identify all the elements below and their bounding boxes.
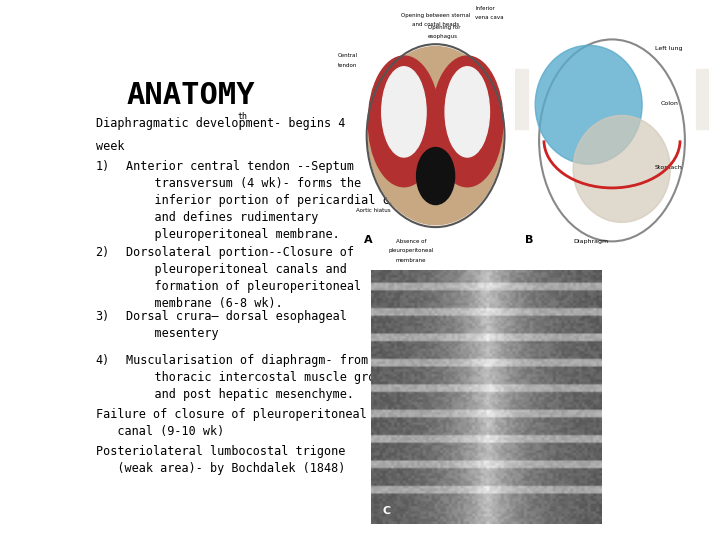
Text: Posteriolateral lumbocostal trigone
   (weak area)- by Bochdalek (1848): Posteriolateral lumbocostal trigone (wea… — [96, 446, 345, 475]
Text: Muscularisation of diaphragm- from
    thoracic intercostal muscle group
    and: Muscularisation of diaphragm- from thora… — [126, 354, 390, 401]
Text: C: C — [382, 505, 390, 516]
Text: Colon: Colon — [661, 101, 678, 106]
Ellipse shape — [573, 116, 670, 222]
Text: Opening between sternal: Opening between sternal — [401, 13, 470, 18]
Text: vena cava: vena cava — [475, 15, 504, 20]
Text: ANATOMY: ANATOMY — [126, 82, 255, 111]
Text: pleuroperitoneal: pleuroperitoneal — [388, 248, 433, 253]
Text: Dorsolateral portion--Closure of
    pleuroperitoneal canals and
    formation o: Dorsolateral portion--Closure of pleurop… — [126, 246, 361, 309]
Text: Dorsal crura– dorsal esophageal
    mesentery: Dorsal crura– dorsal esophageal mesenter… — [126, 310, 347, 340]
Text: Diaphragm: Diaphragm — [573, 239, 608, 244]
Text: Failure of closure of pleuroperitoneal
   canal (9-10 wk): Failure of closure of pleuroperitoneal c… — [96, 408, 366, 438]
Text: tendon: tendon — [338, 63, 357, 68]
Text: Diaphragmatic development- begins 4: Diaphragmatic development- begins 4 — [96, 117, 345, 130]
Text: Anterior central tendon --Septum
    transversum (4 wk)- forms the
    inferior : Anterior central tendon --Septum transve… — [126, 160, 426, 241]
Text: and costal heads: and costal heads — [412, 22, 459, 28]
Ellipse shape — [432, 56, 503, 187]
Text: Aortic hiatus: Aortic hiatus — [356, 208, 391, 213]
Text: week: week — [96, 140, 124, 153]
Ellipse shape — [368, 56, 439, 187]
Text: 3): 3) — [96, 310, 110, 323]
Ellipse shape — [535, 45, 642, 164]
Text: B: B — [524, 234, 533, 245]
Ellipse shape — [445, 67, 490, 157]
Ellipse shape — [368, 46, 503, 225]
Text: Central: Central — [338, 53, 357, 58]
Bar — [505, 69, 528, 129]
Text: Stomach: Stomach — [654, 165, 683, 170]
Text: esophagus: esophagus — [428, 34, 458, 39]
Circle shape — [417, 147, 454, 205]
Bar — [696, 69, 719, 129]
Text: Absence of: Absence of — [396, 239, 426, 244]
Text: membrane: membrane — [396, 258, 426, 262]
Text: 2): 2) — [96, 246, 110, 259]
Ellipse shape — [382, 67, 426, 157]
Text: Inferior: Inferior — [475, 6, 495, 11]
Text: A: A — [364, 234, 373, 245]
Text: th: th — [238, 112, 248, 121]
Text: 1): 1) — [96, 160, 110, 173]
Text: Left lung: Left lung — [654, 46, 683, 51]
Text: Opening for: Opening for — [428, 25, 460, 30]
Text: 4): 4) — [96, 354, 110, 367]
